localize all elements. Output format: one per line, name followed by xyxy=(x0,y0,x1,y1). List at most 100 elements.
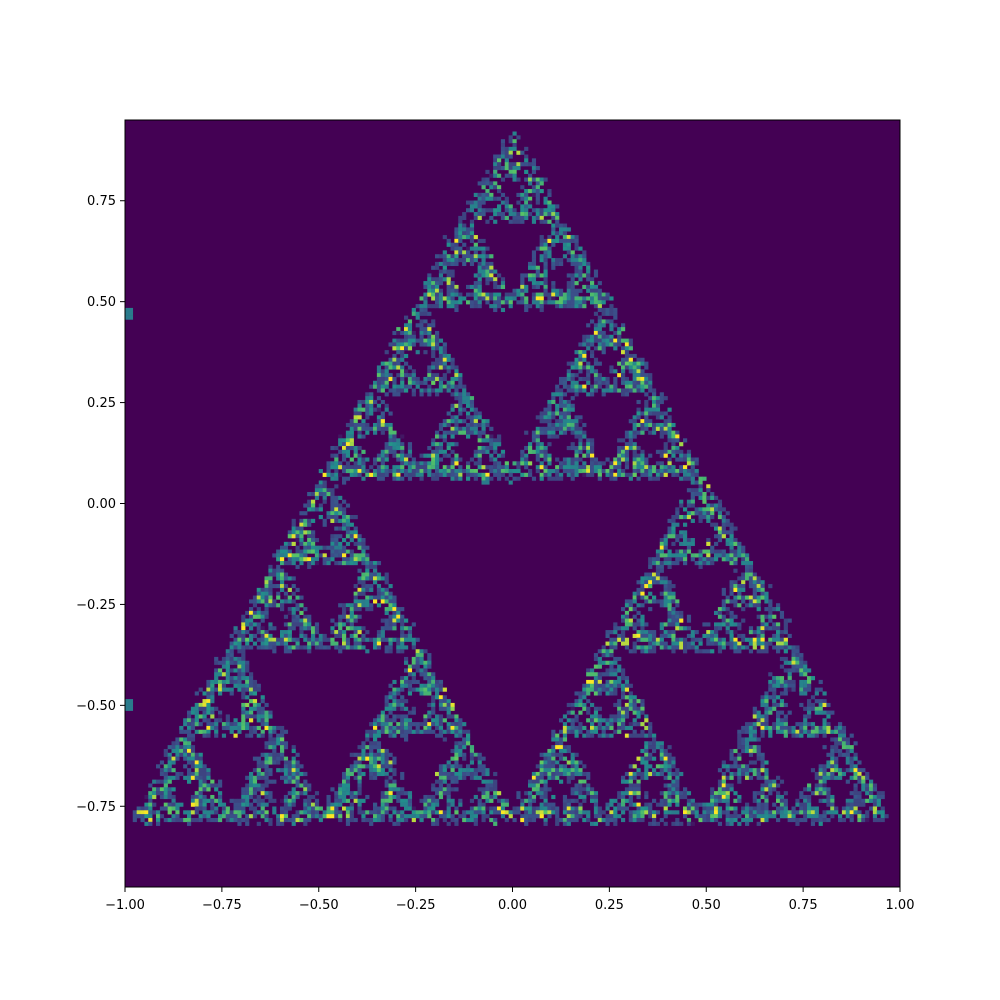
heatmap-cell xyxy=(555,419,560,424)
heatmap-cell xyxy=(582,695,587,700)
heatmap-cell xyxy=(686,449,692,454)
heatmap-cell xyxy=(760,729,765,734)
heatmap-cell xyxy=(737,756,742,761)
heatmap-cell xyxy=(450,258,455,263)
heatmap-cell xyxy=(283,545,289,550)
heatmap-cell xyxy=(667,771,672,777)
heatmap-cell xyxy=(345,445,351,451)
heatmap-cell xyxy=(714,610,719,616)
heatmap-cell xyxy=(671,465,676,470)
heatmap-cell xyxy=(659,645,664,650)
heatmap-cell xyxy=(438,426,444,431)
heatmap-cell xyxy=(376,468,382,474)
heatmap-cell xyxy=(539,189,544,194)
heatmap-cell xyxy=(303,618,308,623)
heatmap-cell xyxy=(648,430,653,435)
heatmap-cell xyxy=(268,729,273,734)
heatmap-cell xyxy=(539,177,544,182)
heatmap-cell xyxy=(311,641,316,646)
heatmap-cell xyxy=(628,733,633,738)
heatmap-cell xyxy=(353,641,358,646)
heatmap-cell xyxy=(400,338,405,343)
heatmap-cell xyxy=(717,641,723,646)
heatmap-cell xyxy=(528,472,533,477)
heatmap-cell xyxy=(729,771,734,777)
heatmap-cell xyxy=(353,461,358,466)
heatmap-cell xyxy=(605,687,610,692)
heatmap-cell xyxy=(500,212,506,217)
heatmap-cell xyxy=(435,679,440,685)
heatmap-cell xyxy=(376,396,382,401)
heatmap-cell xyxy=(357,760,362,765)
heatmap-cell xyxy=(477,756,482,761)
heatmap-cell xyxy=(624,676,630,681)
heatmap-cell xyxy=(640,729,645,734)
heatmap-cell xyxy=(776,683,781,688)
heatmap-cell xyxy=(593,706,599,711)
heatmap-cell xyxy=(369,403,374,408)
heatmap-cell xyxy=(338,649,343,654)
heatmap-cell xyxy=(570,384,575,389)
heatmap-cell xyxy=(559,223,564,228)
heatmap-cell xyxy=(431,361,436,366)
heatmap-cell xyxy=(566,376,571,382)
heatmap-cell xyxy=(628,722,633,727)
heatmap-cell xyxy=(562,430,568,435)
heatmap-cell xyxy=(725,599,730,604)
heatmap-cell xyxy=(648,564,653,569)
heatmap-cell xyxy=(559,764,564,769)
heatmap-cell xyxy=(396,699,401,704)
heatmap-cell xyxy=(652,557,657,562)
heatmap-cell xyxy=(531,185,537,190)
heatmap-cell xyxy=(717,499,723,504)
heatmap-cell xyxy=(481,246,486,251)
heatmap-cell xyxy=(783,733,788,738)
heatmap-cell xyxy=(694,461,699,466)
heatmap-cell xyxy=(733,603,738,608)
heatmap-cell xyxy=(458,725,463,731)
heatmap-cell xyxy=(562,426,568,431)
heatmap-cell xyxy=(834,756,839,761)
heatmap-cell xyxy=(477,472,482,477)
heatmap-cell xyxy=(458,426,463,431)
heatmap-cell xyxy=(392,365,397,370)
heatmap-cell xyxy=(175,756,180,761)
heatmap-cell xyxy=(438,388,444,393)
heatmap-cell xyxy=(276,756,281,761)
heatmap-cell xyxy=(783,702,788,708)
heatmap-cell xyxy=(690,645,695,650)
heatmap-cell xyxy=(376,365,382,370)
heatmap-cell xyxy=(477,254,482,259)
heatmap-cell xyxy=(260,618,265,623)
heatmap-cell xyxy=(311,549,316,554)
heatmap-cell xyxy=(814,706,819,711)
heatmap-cell xyxy=(555,745,560,750)
heatmap-cell xyxy=(528,200,533,205)
heatmap-cell xyxy=(280,748,285,754)
heatmap-cell xyxy=(477,277,482,282)
heatmap-cell xyxy=(435,691,440,696)
heatmap-cell xyxy=(190,752,196,757)
heatmap-cell xyxy=(466,235,471,240)
heatmap-cell xyxy=(586,691,591,696)
heatmap-cell xyxy=(803,687,808,692)
heatmap-cell xyxy=(535,181,540,186)
heatmap-cell xyxy=(756,595,761,600)
heatmap-cell xyxy=(454,457,459,462)
heatmap-cell xyxy=(380,422,385,428)
heatmap-cell xyxy=(194,722,199,727)
heatmap-cell xyxy=(407,319,413,324)
heatmap-cell xyxy=(799,664,804,669)
heatmap-cell xyxy=(733,526,738,531)
heatmap-cell xyxy=(462,396,467,401)
heatmap-cell xyxy=(729,618,734,623)
heatmap-cell xyxy=(539,415,544,420)
heatmap-cell xyxy=(373,771,378,777)
heatmap-cell xyxy=(481,212,486,217)
heatmap-cell xyxy=(582,461,587,466)
heatmap-cell xyxy=(729,637,734,642)
heatmap-cell xyxy=(214,729,219,734)
heatmap-cell xyxy=(562,403,568,408)
heatmap-cell xyxy=(760,752,765,757)
heatmap-cell xyxy=(299,534,304,539)
